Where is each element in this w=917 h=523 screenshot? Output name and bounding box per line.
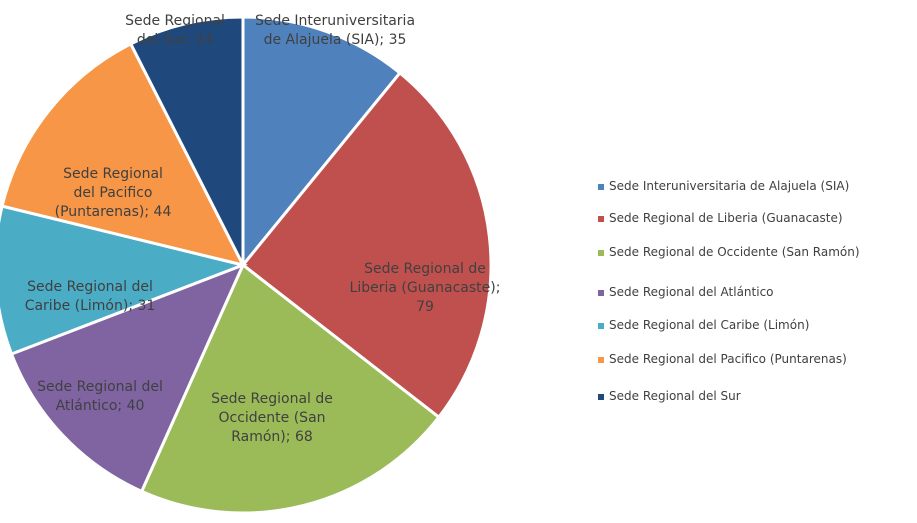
legend-label: Sede Regional del Caribe (Limón) xyxy=(609,318,810,332)
data-label: Sede Regional de Occidente (San Ramón); … xyxy=(211,391,333,445)
legend-label: Sede Regional del Pacifico (Puntarenas) xyxy=(609,352,847,366)
pie-slice xyxy=(0,204,249,356)
legend-label: Sede Regional de Liberia (Guanacaste) xyxy=(609,211,843,225)
legend-label: Sede Regional del Atlántico xyxy=(609,285,774,299)
data-label: Sede Interuniversitaria de Alajuela (SIA… xyxy=(254,13,416,48)
legend-swatch xyxy=(598,394,604,400)
data-label: Sede Regional del Atlántico; 40 xyxy=(37,379,163,414)
data-label: Sede Regional del Pacifico (Puntarenas);… xyxy=(54,166,172,220)
legend-label: Sede Interuniversitaria de Alajuela (SIA… xyxy=(609,179,850,193)
data-label: Sede Regional del Sur; 24 xyxy=(125,13,225,48)
legend-swatch xyxy=(598,357,604,363)
legend-swatch xyxy=(598,184,604,190)
pie-slice xyxy=(241,15,403,270)
legend-label: Sede Regional del Sur xyxy=(609,389,741,403)
data-label: Sede Regional de Liberia (Guanacaste); 7… xyxy=(349,261,501,315)
legend-swatch xyxy=(598,323,604,329)
data-label: Sede Regional del Caribe (Limón); 31 xyxy=(24,279,156,314)
legend-swatch xyxy=(598,216,604,222)
legend-label: Sede Regional de Occidente (San Ramón) xyxy=(609,245,860,259)
pie-slice xyxy=(240,70,493,420)
pie-slice xyxy=(0,41,246,268)
legend-swatch xyxy=(598,290,604,296)
pie-slice xyxy=(9,262,246,494)
pie-slice xyxy=(128,15,245,266)
legend-swatch xyxy=(598,250,604,256)
